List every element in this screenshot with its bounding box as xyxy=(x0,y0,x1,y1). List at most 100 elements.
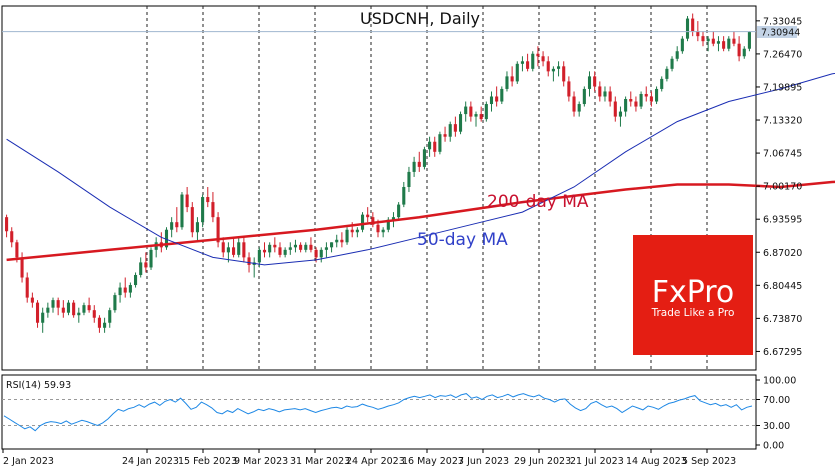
candle-body xyxy=(51,300,55,308)
rsi-tick-label: 100.00 xyxy=(763,376,796,387)
candle-body xyxy=(402,186,406,205)
candle-body xyxy=(190,207,194,233)
candle-body xyxy=(10,231,14,243)
candle-body xyxy=(593,76,597,87)
candle-body xyxy=(25,277,29,298)
candle-body xyxy=(268,244,272,253)
candle-body xyxy=(103,322,107,328)
price-tick-label: 7.26470 xyxy=(763,49,802,60)
date-tick-label: 29 Jun 2023 xyxy=(514,456,571,467)
candle-body xyxy=(133,274,138,286)
candle-body xyxy=(634,101,638,107)
candle-body xyxy=(97,317,101,328)
candle-body xyxy=(680,38,684,52)
candle-body xyxy=(360,214,365,230)
candle-body xyxy=(185,194,189,208)
candle-body xyxy=(216,217,220,243)
price-tick-label: 7.06745 xyxy=(763,149,802,160)
price-tick-label: 7.33045 xyxy=(763,16,802,27)
candle-body xyxy=(433,141,437,152)
candle-body xyxy=(541,56,545,62)
candle-body xyxy=(691,18,695,32)
price-tick-label: 7.13320 xyxy=(763,116,802,127)
candle-body xyxy=(443,134,447,137)
candle-body xyxy=(489,96,494,105)
candle-body xyxy=(61,307,65,313)
candle-body xyxy=(701,36,705,42)
candle-body xyxy=(293,244,298,248)
price-scale: 7.33045 7.26470 7.19895 7.13320 7.06745 7.001… xyxy=(756,16,802,358)
candle-body xyxy=(716,41,721,44)
date-tick-label: 21 Jul 2023 xyxy=(570,456,624,467)
candle-body xyxy=(428,141,432,150)
date-tick-label: 2 Jan 2023 xyxy=(3,456,54,467)
candle-body xyxy=(175,222,179,228)
chart-title: USDCNH, Daily xyxy=(360,9,480,28)
candle-body xyxy=(474,114,478,117)
candle-body xyxy=(232,247,236,255)
candle-body xyxy=(66,302,71,313)
candle-body xyxy=(87,305,91,311)
date-tick-label: 24 Apr 2023 xyxy=(346,456,405,467)
candle-body xyxy=(15,242,19,258)
candle-body xyxy=(118,287,122,296)
candle-body xyxy=(371,217,375,225)
candle-body xyxy=(618,111,623,117)
current-price-tag-label: 7.30944 xyxy=(761,28,800,39)
candle-body xyxy=(330,242,334,248)
rsi-tick-label: 30.00 xyxy=(763,421,790,432)
price-tick-label: 6.73870 xyxy=(763,314,802,325)
candle-body xyxy=(526,61,530,69)
ma50-line xyxy=(6,72,835,266)
candle-body xyxy=(226,247,230,253)
candle-body xyxy=(613,101,617,117)
date-tick-label: 14 Aug 2023 xyxy=(626,456,687,467)
candle-body xyxy=(340,239,344,243)
candle-body xyxy=(572,96,576,112)
candle-body xyxy=(324,247,328,250)
candle-body xyxy=(92,310,96,318)
date-tick-label: 24 Jan 2023 xyxy=(122,456,179,467)
candle-body xyxy=(195,222,199,233)
candle-body xyxy=(391,217,396,220)
candle-body xyxy=(139,262,143,275)
candle-body xyxy=(35,302,40,323)
ma200-label: 200-day MA xyxy=(487,192,589,212)
candle-body xyxy=(237,242,241,255)
candle-body xyxy=(557,66,561,69)
current-price-tag xyxy=(757,26,797,38)
candle-body xyxy=(603,91,607,97)
candle-body xyxy=(30,297,34,303)
rsi-scale: 100.00 70.00 30.00 0.00 xyxy=(756,376,796,452)
candle-body xyxy=(655,88,659,102)
candle-body xyxy=(5,217,9,232)
candle-body xyxy=(77,312,81,316)
candle-body xyxy=(660,78,664,89)
candle-body xyxy=(531,53,535,69)
price-tick-label: 6.80445 xyxy=(763,281,802,292)
candle-body xyxy=(314,249,318,258)
candle-body xyxy=(505,76,509,89)
date-tick-label: 9 Mar 2023 xyxy=(234,456,288,467)
candle-body xyxy=(500,88,504,102)
candle-body xyxy=(273,244,277,248)
candle-body xyxy=(464,106,468,115)
candle-body xyxy=(221,242,225,253)
candle-body xyxy=(108,310,112,323)
candle-body xyxy=(397,204,401,218)
candle-body xyxy=(242,242,246,258)
price-tick-label: 7.19895 xyxy=(763,82,802,93)
candle-body xyxy=(639,93,643,107)
candle-body xyxy=(520,61,524,64)
candle-body xyxy=(211,202,215,218)
rsi-tick-label: 70.00 xyxy=(763,395,790,406)
candle-body xyxy=(170,222,174,230)
candle-body xyxy=(469,106,473,117)
candle-body xyxy=(41,312,45,323)
rsi-line xyxy=(3,393,753,432)
candle-body xyxy=(278,247,282,255)
date-tick-label: 5 Sep 2023 xyxy=(682,456,736,467)
candle-body xyxy=(366,214,370,218)
candle-body xyxy=(345,229,349,243)
